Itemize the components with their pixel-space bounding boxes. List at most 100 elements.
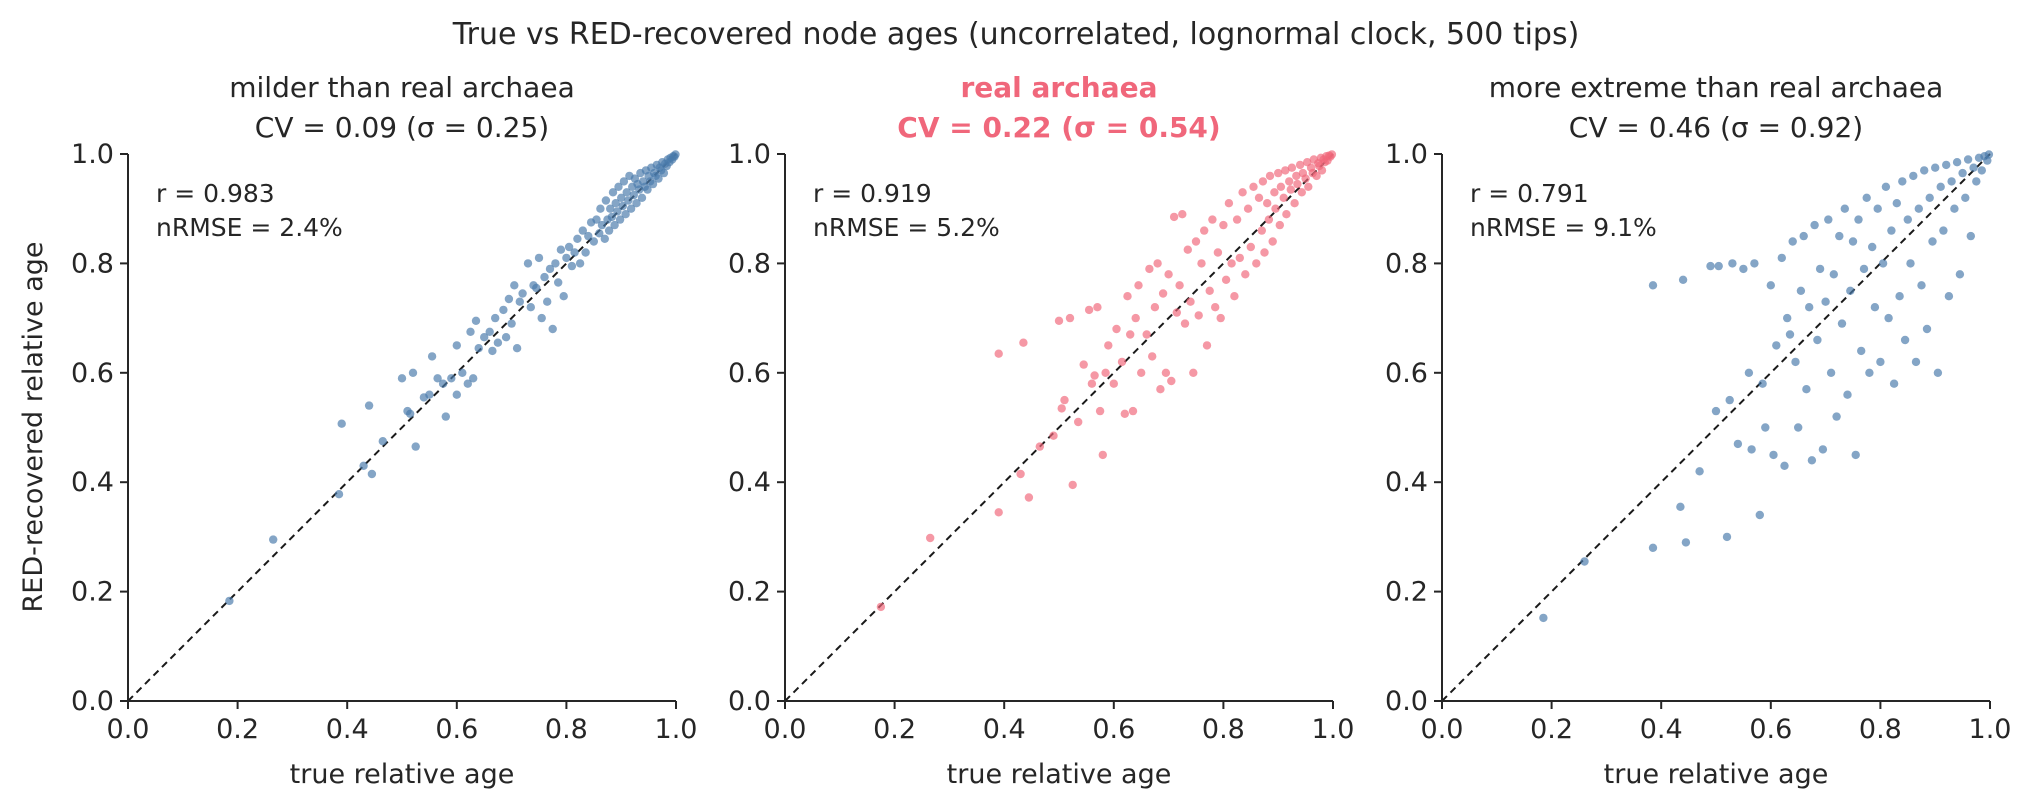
x-tick-label: 0.6 <box>1092 714 1135 745</box>
data-point <box>1060 395 1069 405</box>
x-tick-label: 0.6 <box>1749 714 1792 745</box>
data-point <box>1258 177 1268 186</box>
data-point <box>643 185 652 194</box>
y-tick-label: 0.2 <box>1385 577 1428 608</box>
data-point <box>1271 204 1280 213</box>
y-axis-label: RED-recovered relative age <box>18 242 49 613</box>
data-point <box>614 182 623 191</box>
data-point <box>1807 456 1817 465</box>
data-point <box>438 379 448 388</box>
data-point <box>367 469 377 479</box>
data-point <box>1057 404 1066 413</box>
data-point <box>1194 311 1203 320</box>
data-point <box>597 220 607 230</box>
data-point <box>1796 286 1806 295</box>
data-point <box>573 234 582 243</box>
data-point <box>427 352 437 361</box>
data-point <box>1777 253 1787 263</box>
data-point <box>1791 357 1800 367</box>
data-point <box>1128 406 1138 416</box>
x-tick-label: 0.4 <box>1640 714 1683 745</box>
data-point <box>485 327 494 336</box>
data-point <box>1928 237 1937 246</box>
x-tick-label: 0.0 <box>107 714 150 745</box>
data-point <box>584 231 593 241</box>
data-point <box>463 379 472 388</box>
data-point <box>1281 166 1290 175</box>
data-point <box>1903 215 1913 224</box>
data-point <box>1109 379 1119 388</box>
data-point <box>601 196 611 205</box>
data-point <box>469 374 478 383</box>
data-point <box>1911 357 1921 367</box>
data-point <box>1312 171 1321 181</box>
data-point <box>613 207 622 216</box>
data-point <box>1840 204 1850 213</box>
data-point <box>1227 259 1236 268</box>
data-point <box>1966 231 1976 241</box>
data-point <box>994 508 1003 517</box>
x-tick-label: 0.6 <box>435 714 478 745</box>
data-point <box>1766 281 1776 290</box>
panel-title-line1: milder than real archaea <box>229 71 574 104</box>
data-point <box>1747 445 1756 454</box>
data-point <box>1087 379 1097 388</box>
data-point <box>1802 385 1811 394</box>
data-point <box>488 346 497 356</box>
data-point <box>1158 289 1168 298</box>
data-point <box>532 283 541 293</box>
data-point <box>1906 259 1915 268</box>
x-tick-label: 0.2 <box>873 714 916 745</box>
data-point <box>575 259 585 268</box>
reference-line <box>127 153 677 702</box>
data-point <box>1862 193 1871 202</box>
data-point <box>1898 177 1907 186</box>
data-point <box>1889 379 1899 388</box>
data-point <box>1161 368 1171 377</box>
stat-r: r = 0.791 <box>1470 179 1589 208</box>
panel-milder: milder than real archaea CV = 0.09 (σ = … <box>18 71 697 790</box>
data-point <box>1189 368 1198 377</box>
data-point <box>1084 305 1094 315</box>
data-point <box>1580 557 1589 566</box>
x-axis-label: true relative age <box>947 759 1172 790</box>
data-point <box>1958 168 1967 178</box>
x-tick-label: 1.0 <box>1312 714 1355 745</box>
data-point <box>1265 171 1275 181</box>
data-point <box>926 533 935 543</box>
data-point <box>447 374 456 383</box>
y-tick-label: 0.2 <box>71 577 114 608</box>
data-point <box>1238 188 1247 197</box>
x-axis-label: true relative age <box>290 759 515 790</box>
data-point <box>1241 270 1250 279</box>
data-point <box>543 297 552 306</box>
data-point <box>1275 220 1285 230</box>
data-point <box>1211 303 1220 312</box>
data-point <box>1914 204 1924 213</box>
x-tick-label: 0.0 <box>764 714 807 745</box>
data-point <box>491 313 500 323</box>
data-point <box>1884 313 1893 323</box>
x-tick-label: 1.0 <box>655 714 698 745</box>
data-point <box>501 333 511 342</box>
data-point <box>1016 469 1025 479</box>
data-point <box>1216 313 1225 323</box>
data-point <box>1843 390 1852 399</box>
data-point <box>406 409 415 418</box>
data-point <box>617 193 626 202</box>
data-point <box>1876 357 1885 367</box>
data-point <box>1725 395 1734 405</box>
data-point <box>1780 461 1789 470</box>
y-tick-label: 0.8 <box>1385 248 1428 279</box>
data-point <box>1925 193 1934 202</box>
data-point <box>518 289 527 298</box>
data-point <box>611 199 620 208</box>
data-point <box>1920 166 1929 175</box>
data-point <box>1922 324 1932 334</box>
data-point <box>1785 330 1795 339</box>
data-point <box>452 341 461 350</box>
data-point <box>564 242 574 252</box>
data-point <box>1873 204 1882 213</box>
data-point <box>1984 150 1994 159</box>
data-point <box>1260 248 1269 257</box>
